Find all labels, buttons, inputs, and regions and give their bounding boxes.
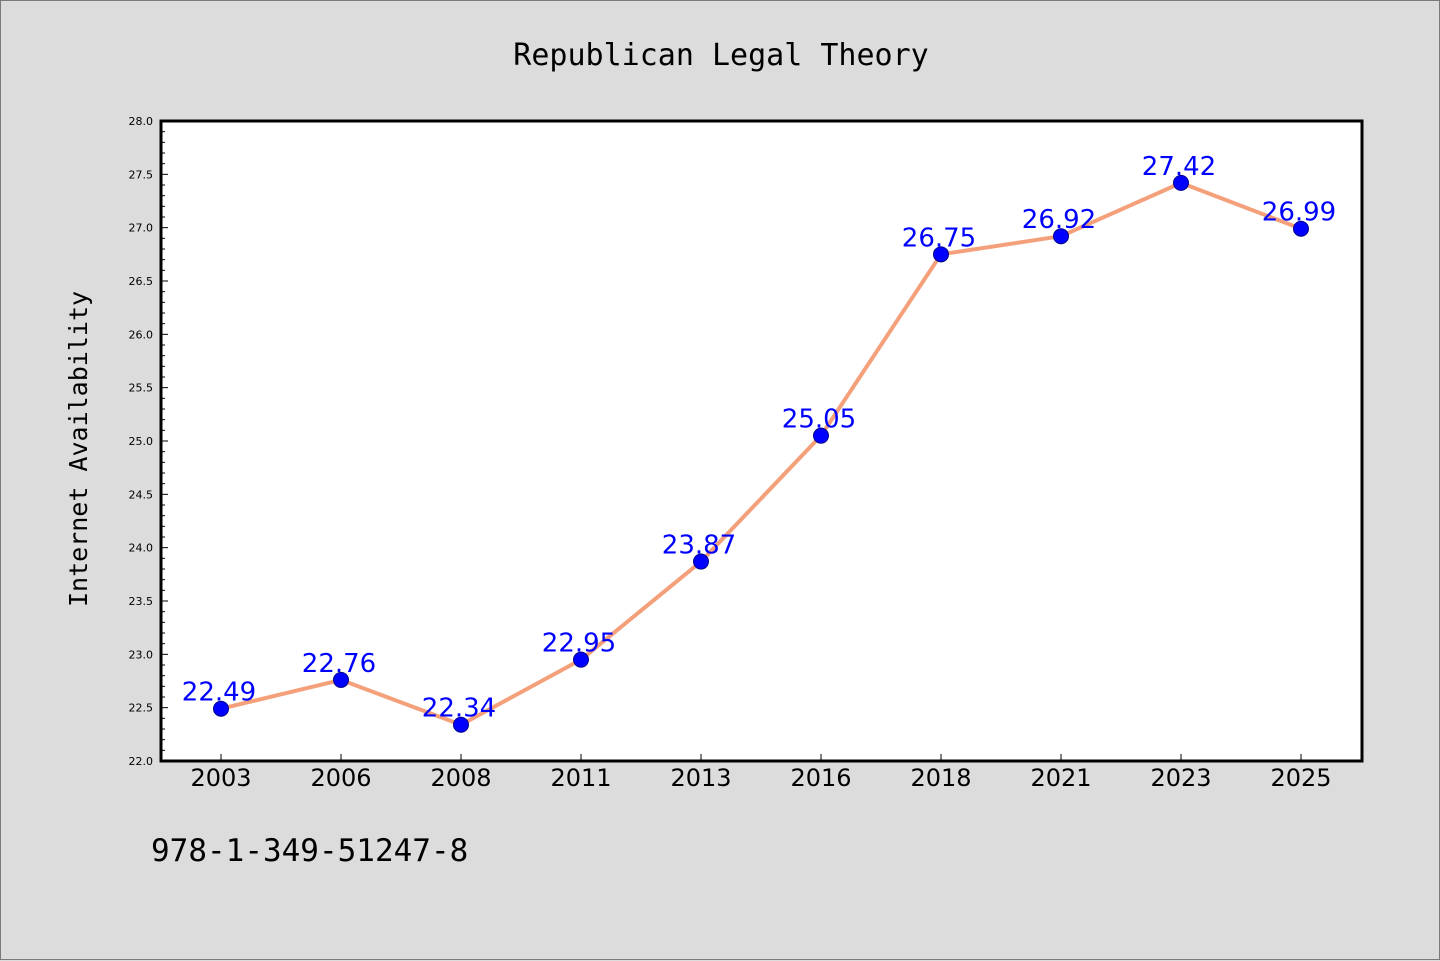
data-label: 22.49 xyxy=(182,678,256,708)
y-axis: 22.0 22.5 23.0 23.5 24.0 24.5 25.0 25.5 26.0 26.5… xyxy=(129,115,168,768)
y-tick-label: 22.0 xyxy=(129,755,154,768)
data-point xyxy=(1293,220,1309,237)
y-tick-label: 25.0 xyxy=(129,435,154,448)
data-label: 26.99 xyxy=(1262,198,1336,228)
y-tick-label: 24.5 xyxy=(129,488,154,501)
y-tick-label: 23.5 xyxy=(129,595,154,608)
x-tick-label: 2021 xyxy=(1030,764,1091,792)
data-point xyxy=(573,651,589,668)
plot-area xyxy=(159,119,1364,763)
data-label: 23.87 xyxy=(662,531,736,561)
data-point xyxy=(453,716,469,733)
data-label: 22.34 xyxy=(422,694,496,724)
data-point xyxy=(213,700,229,717)
x-tick-label: 2016 xyxy=(790,764,851,792)
x-tick-label: 2013 xyxy=(670,764,731,792)
y-tick-label: 22.5 xyxy=(129,702,154,715)
data-point xyxy=(693,553,709,570)
x-tick-label: 2023 xyxy=(1150,764,1211,792)
y-tick-label: 25.5 xyxy=(129,382,154,395)
series-line xyxy=(219,180,1303,727)
y-tick-label: 27.5 xyxy=(129,168,154,181)
data-point xyxy=(1053,228,1069,245)
x-tick-label: 2018 xyxy=(910,764,971,792)
data-point xyxy=(933,246,949,263)
y-axis-label: Internet Availability xyxy=(64,291,93,607)
data-label: 22.95 xyxy=(542,629,616,659)
data-label: 25.05 xyxy=(782,405,856,435)
x-tick-label: 2025 xyxy=(1270,764,1331,792)
data-label: 27.42 xyxy=(1142,152,1216,182)
y-tick-label: 27.0 xyxy=(129,222,154,235)
y-tick-label: 26.0 xyxy=(129,328,154,341)
x-axis: 2003 2006 2008 2011 2013 2016 2018 2021 2023 2025 xyxy=(190,754,1332,792)
chart-title: Republican Legal Theory xyxy=(513,38,928,73)
data-point xyxy=(813,427,829,444)
data-label: 26.92 xyxy=(1022,205,1096,235)
x-tick-label: 2008 xyxy=(430,764,491,792)
x-tick-label: 2003 xyxy=(190,764,251,792)
x-tick-label: 2006 xyxy=(310,764,371,792)
data-label: 26.75 xyxy=(902,223,976,253)
series-layer: 22.49 22.76 22.34 22.95 23.87 25.05 26.75 26.92… xyxy=(182,152,1336,733)
data-point xyxy=(333,671,349,688)
y-tick-label: 23.0 xyxy=(129,648,154,661)
x-tick-label: 2011 xyxy=(550,764,611,792)
y-tick-label: 26.5 xyxy=(129,275,154,288)
data-label: 22.76 xyxy=(302,649,376,679)
y-tick-label: 28.0 xyxy=(129,115,154,128)
isbn-caption: 978-1-349-51247-8 xyxy=(151,833,469,869)
y-tick-label: 24.0 xyxy=(129,542,154,555)
data-point xyxy=(1173,174,1189,191)
